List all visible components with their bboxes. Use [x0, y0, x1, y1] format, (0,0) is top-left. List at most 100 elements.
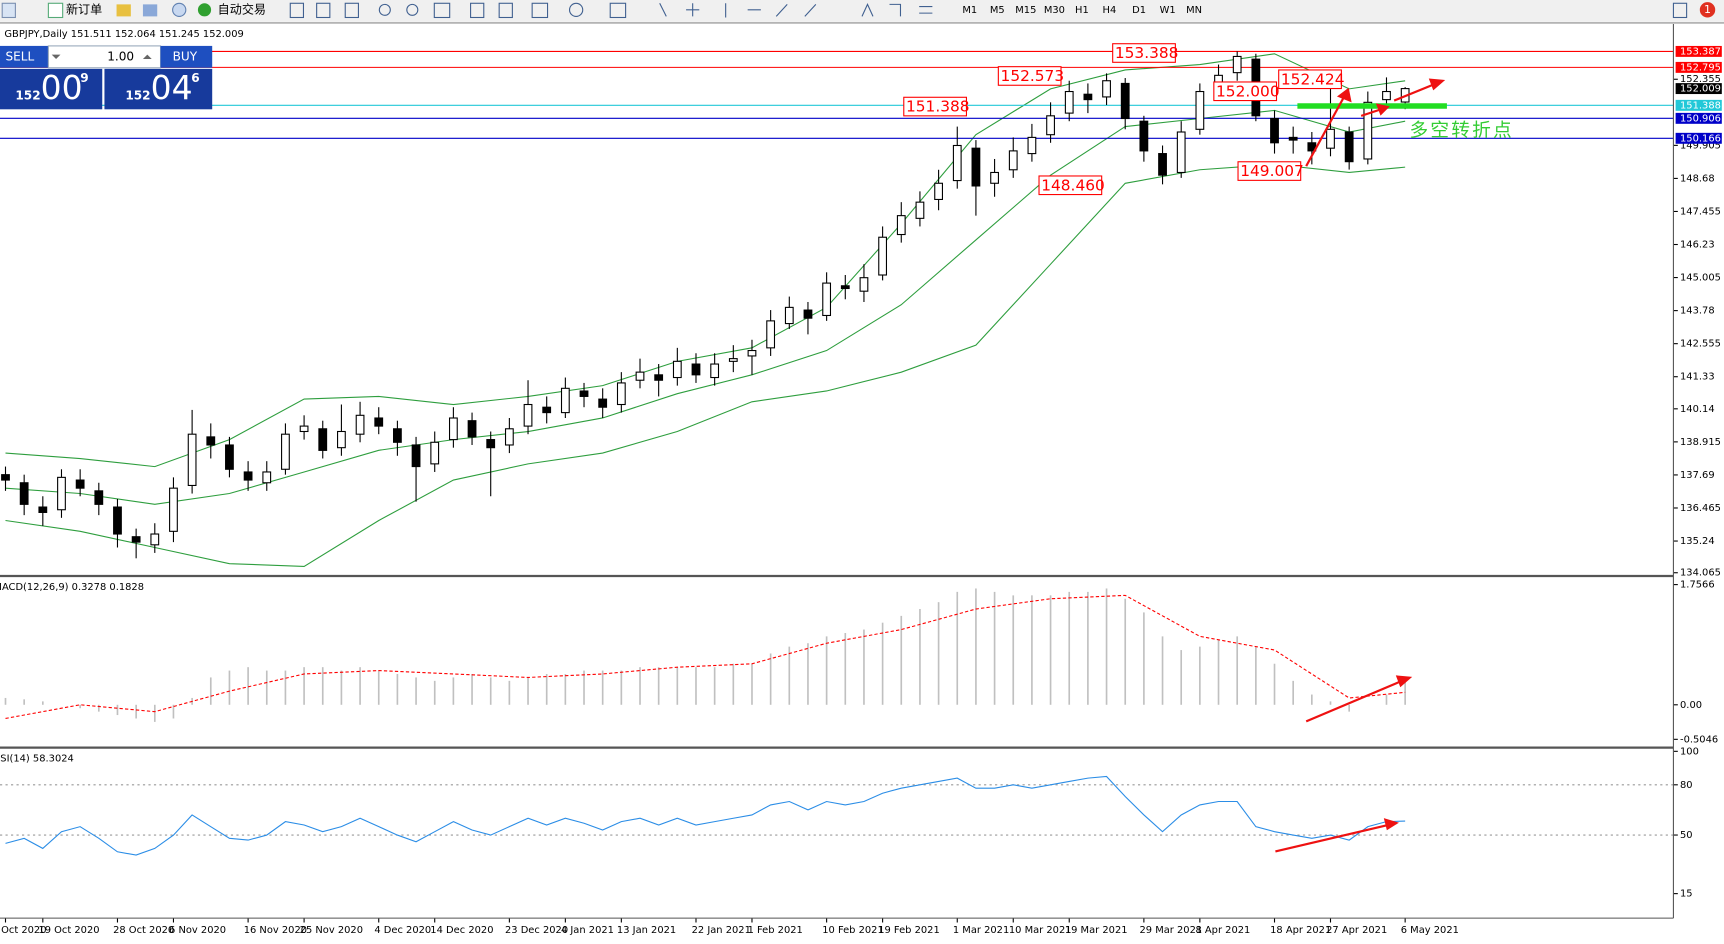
- search-icon[interactable]: [1672, 2, 1688, 19]
- candle-body: [747, 350, 757, 357]
- candle-body: [1382, 90, 1391, 101]
- candle-body: [374, 417, 384, 427]
- price-level-box: [1675, 132, 1722, 144]
- candle-body: [691, 363, 701, 376]
- buy-button[interactable]: [160, 45, 213, 68]
- candle-body: [75, 479, 85, 489]
- lot-up[interactable]: [142, 54, 152, 60]
- candle-body: [19, 482, 29, 505]
- bid-box[interactable]: [0, 68, 103, 110]
- timeframe-button[interactable]: D1: [1132, 5, 1146, 16]
- indicator-title: GBPJPY,Daily 151.511 152.064 151.245 152…: [4, 29, 243, 40]
- y-tick-label: 50: [1680, 830, 1693, 841]
- x-tick-label: 23 Dec 2020: [505, 925, 568, 936]
- y-tick-label: 143.78: [1680, 306, 1715, 317]
- y-tick-label: 135.24: [1680, 536, 1715, 547]
- x-tick-label: 13 Jan 2021: [617, 925, 676, 936]
- candle-body: [281, 433, 290, 470]
- candle-body: [784, 306, 794, 325]
- candle-body: [1344, 131, 1354, 163]
- candle-body: [57, 476, 66, 511]
- y-tick-label: 100: [1680, 746, 1699, 757]
- toolbar: 新订单 自动交易 M1 M5 M15 M30 H1 H4 D1 W1 MN 1: [0, 0, 1724, 22]
- candle-body: [1158, 153, 1167, 176]
- price-level-label: 153.387: [1680, 46, 1721, 57]
- annotation-label: 149.007: [1240, 162, 1304, 180]
- timeframe-button[interactable]: MN: [1186, 5, 1202, 16]
- x-tick-label: 4 Dec 2020: [374, 925, 431, 936]
- auto-trading-button[interactable]: 自动交易: [218, 1, 266, 16]
- x-tick-label: 8 Apr 2021: [1195, 925, 1250, 936]
- timeframe-button[interactable]: H1: [1075, 5, 1089, 16]
- y-tick-label: 141.33: [1680, 372, 1715, 383]
- candle-body: [38, 506, 48, 513]
- price-level-label: 151.388: [1680, 100, 1721, 111]
- sell-label: SELL: [5, 49, 34, 63]
- indicator-title: RSI(14) 58.3024: [0, 754, 74, 765]
- new-order-icon[interactable]: [47, 2, 64, 19]
- candle-body: [1326, 128, 1335, 149]
- y-tick-label: 152.355: [1680, 74, 1721, 85]
- candle-body: [1195, 90, 1205, 130]
- y-tick-label: 146.23: [1680, 240, 1715, 251]
- candle-body: [393, 428, 402, 443]
- candle-body: [635, 371, 645, 381]
- sell-button[interactable]: [0, 45, 49, 68]
- candle-body: [728, 358, 738, 362]
- x-tick-label: 14 Dec 2020: [430, 925, 493, 936]
- timeframe-button[interactable]: M1: [962, 5, 977, 16]
- timeframe-button[interactable]: W1: [1160, 5, 1176, 16]
- lot-down[interactable]: [51, 54, 61, 60]
- candle-body: [1232, 55, 1242, 74]
- tool-icon[interactable]: [116, 4, 131, 17]
- y-tick-label: 138.915: [1680, 437, 1721, 448]
- x-tick-label: 4 Jan 2021: [561, 925, 614, 936]
- x-tick-label: 25 Nov 2020: [300, 925, 363, 936]
- candle-body: [169, 487, 178, 532]
- x-tick-label: 1 Feb 2021: [748, 925, 803, 936]
- candle-body: [1120, 82, 1130, 120]
- candle-body: [337, 430, 346, 449]
- auto-trading-icon[interactable]: [197, 3, 212, 17]
- candle-body: [467, 420, 477, 438]
- ask-box[interactable]: [104, 68, 213, 110]
- price-level-label: 152.795: [1680, 62, 1721, 73]
- candle-body: [840, 285, 850, 290]
- candle-body: [598, 398, 608, 408]
- notification-badge[interactable]: [1699, 2, 1716, 18]
- candle-body: [131, 536, 141, 543]
- timeframe-button[interactable]: M30: [1044, 5, 1065, 16]
- annotation-label: 153.388: [1115, 44, 1179, 62]
- buy-label: BUY: [173, 49, 198, 63]
- candle-body: [1083, 93, 1093, 101]
- annotation-box: [1038, 175, 1103, 196]
- candle-body: [616, 382, 626, 406]
- annotation-label: 152.424: [1281, 70, 1345, 88]
- candle-body: [1, 474, 10, 481]
- candle-body: [1363, 101, 1373, 160]
- new-order-button[interactable]: 新订单: [66, 1, 102, 16]
- x-tick-label: 28 Oct 2020: [113, 925, 174, 936]
- lot-input[interactable]: [47, 45, 162, 69]
- candle-body: [243, 471, 253, 481]
- candle-body: [710, 363, 720, 379]
- tool-icon[interactable]: [142, 4, 158, 17]
- candle-body: [523, 403, 533, 427]
- x-tick-label: 18 Apr 2021: [1270, 925, 1331, 936]
- timeframe-button[interactable]: M5: [990, 5, 1005, 16]
- candle-body: [1064, 90, 1074, 114]
- tool-icon[interactable]: [172, 2, 187, 17]
- candle-body: [206, 436, 216, 446]
- x-tick-label: 29 Mar 2021: [1139, 925, 1202, 936]
- price-level-box: [1675, 83, 1722, 95]
- tool-icon[interactable]: [1, 2, 16, 19]
- timeframe-button[interactable]: M15: [1015, 5, 1036, 16]
- candle-body: [971, 147, 981, 187]
- candle-body: [915, 201, 925, 219]
- timeframe-button[interactable]: H4: [1103, 5, 1117, 16]
- annotation-label: 152.000: [1216, 82, 1280, 100]
- candle-body: [411, 444, 421, 468]
